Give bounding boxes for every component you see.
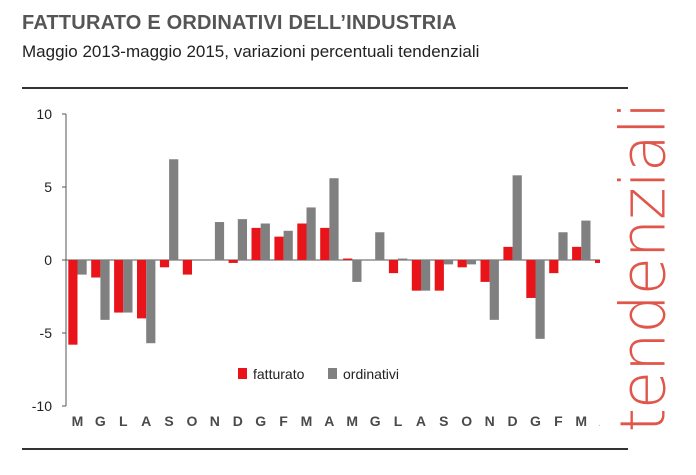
bar-ordinativi: [421, 260, 431, 291]
side-label: tendenziali: [598, 95, 688, 440]
bar-fatturato: [274, 236, 284, 260]
x-tick-label: A: [141, 413, 151, 429]
bar-fatturato: [503, 246, 513, 260]
bar-fatturato: [411, 260, 421, 291]
x-tick-label: D: [507, 413, 517, 429]
x-tick-label: G: [255, 413, 266, 429]
bar-ordinativi: [443, 260, 454, 265]
bar-fatturato: [480, 260, 490, 282]
x-tick-label: G: [370, 413, 381, 429]
bar-fatturato: [595, 260, 600, 263]
x-tick-label: G: [95, 413, 106, 429]
x-tick-label: O: [461, 413, 472, 429]
legend-swatch-ordinativi: [328, 368, 337, 379]
bar-ordinativi: [123, 260, 133, 313]
bar-ordinativi: [512, 175, 522, 260]
x-tick-label: A: [599, 413, 600, 429]
bar-ordinativi: [306, 207, 316, 260]
x-tick-label: N: [210, 413, 220, 429]
bar-fatturato: [388, 260, 399, 274]
side-label-text: tendenziali: [606, 102, 680, 433]
x-tick-label: M: [72, 413, 84, 429]
y-tick-label: 5: [44, 179, 52, 195]
x-tick-label: F: [279, 413, 288, 429]
x-tick-label: O: [187, 413, 198, 429]
bar-ordinativi: [329, 178, 339, 260]
bar-ordinativi: [558, 232, 568, 260]
y-tick-label: -5: [40, 325, 53, 341]
bar-fatturato: [343, 258, 353, 260]
x-tick-label: N: [485, 413, 495, 429]
x-tick-label: G: [530, 413, 541, 429]
legend-label-fatturato: fatturato: [253, 366, 305, 382]
bar-fatturato: [137, 260, 147, 319]
bar-chart: 1050-5-10MGLASONDGFMAMGLASONDGFMAMfattur…: [32, 106, 600, 429]
bar-ordinativi: [352, 260, 362, 282]
bar-fatturato: [297, 223, 307, 260]
bar-fatturato: [549, 260, 559, 274]
chart-title: FATTURATO E ORDINATIVI DELL’INDUSTRIA: [22, 12, 457, 34]
bar-fatturato: [114, 260, 124, 313]
top-rule: [22, 87, 628, 89]
bar-fatturato: [434, 260, 444, 291]
x-tick-label: M: [301, 413, 313, 429]
x-tick-label: A: [416, 413, 426, 429]
bar-ordinativi: [214, 222, 225, 260]
x-tick-label: L: [394, 413, 403, 429]
legend-swatch-fatturato: [238, 368, 247, 379]
chart-subtitle: Maggio 2013-maggio 2015, variazioni perc…: [22, 42, 480, 61]
bar-fatturato: [320, 227, 330, 260]
bar-fatturato: [251, 227, 261, 260]
bar-fatturato: [182, 260, 192, 275]
bar-ordinativi: [100, 260, 110, 320]
bar-fatturato: [159, 260, 170, 268]
bar-ordinativi: [535, 260, 545, 339]
bar-ordinativi: [398, 258, 408, 260]
x-tick-label: M: [575, 413, 587, 429]
bar-ordinativi: [466, 260, 476, 265]
bar-ordinativi: [489, 260, 499, 320]
bottom-rule: [22, 448, 628, 450]
y-tick-label: 10: [36, 106, 52, 122]
bar-ordinativi: [169, 159, 179, 260]
x-tick-label: S: [164, 413, 173, 429]
x-tick-label: M: [346, 413, 358, 429]
bar-ordinativi: [581, 220, 591, 260]
bar-fatturato: [572, 246, 582, 260]
x-tick-label: A: [324, 413, 334, 429]
bar-ordinativi: [146, 260, 156, 344]
bar-ordinativi: [283, 230, 293, 260]
bar-ordinativi: [375, 232, 385, 260]
bar-ordinativi: [260, 223, 270, 260]
bar-fatturato: [91, 260, 101, 278]
bar-fatturato: [526, 260, 536, 298]
x-tick-label: S: [439, 413, 448, 429]
x-tick-label: L: [119, 413, 128, 429]
y-tick-label: -10: [32, 398, 52, 414]
bar-fatturato: [457, 260, 467, 268]
bar-ordinativi: [237, 219, 247, 260]
bar-ordinativi: [77, 260, 87, 275]
x-tick-label: D: [233, 413, 243, 429]
x-tick-label: F: [554, 413, 563, 429]
y-tick-label: 0: [44, 252, 52, 268]
bar-fatturato: [68, 260, 78, 345]
bar-fatturato: [228, 260, 238, 263]
legend-label-ordinativi: ordinativi: [343, 366, 399, 382]
